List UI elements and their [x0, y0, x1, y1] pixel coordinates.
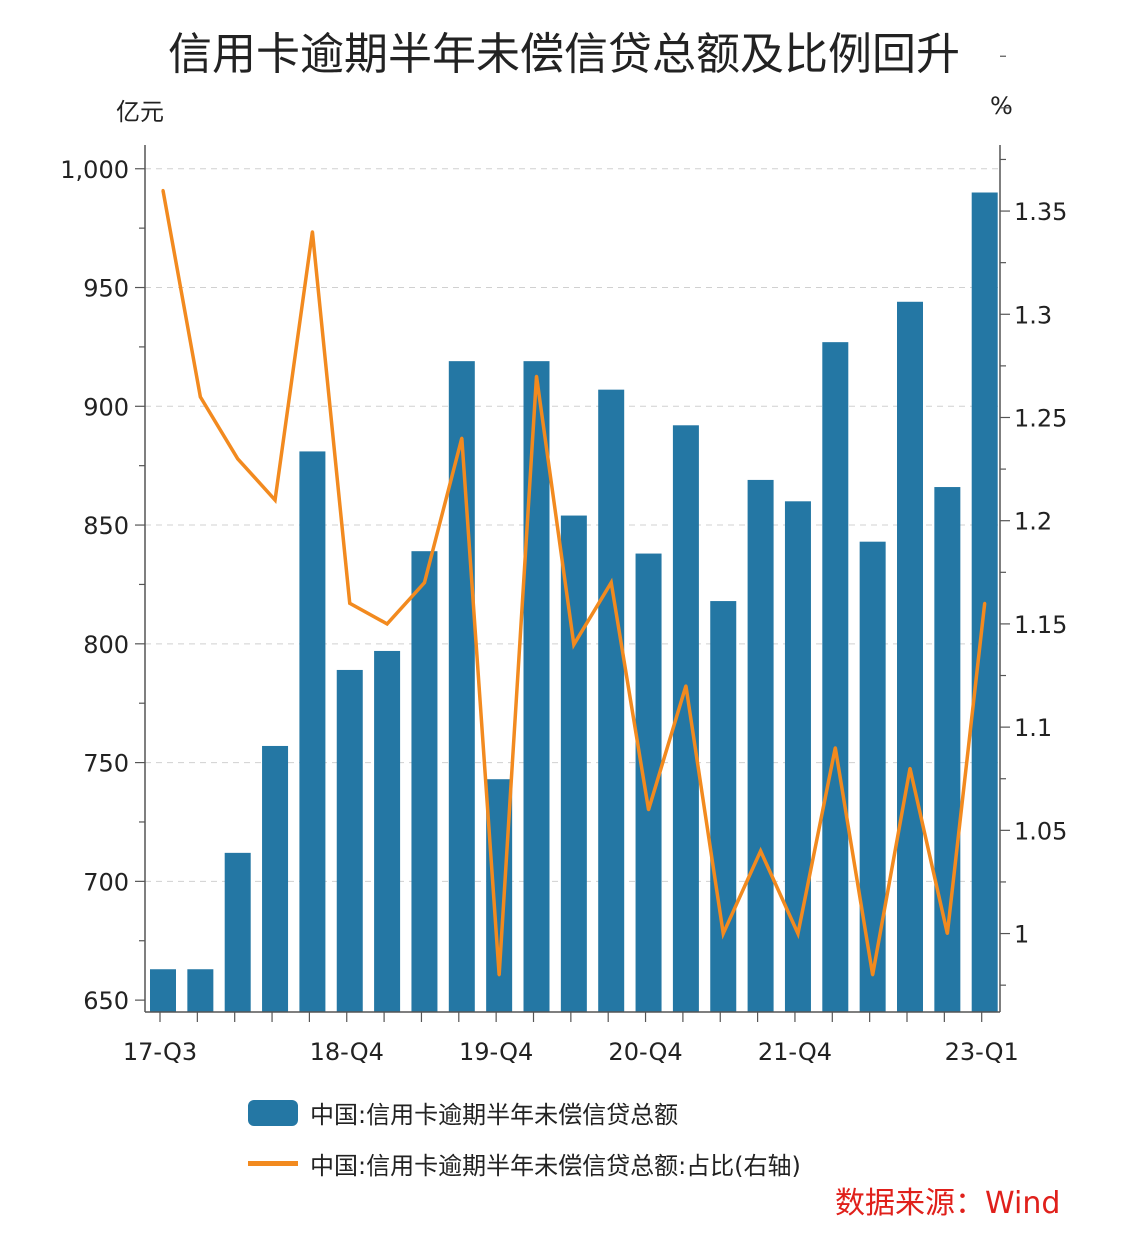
- bar: [150, 969, 176, 1012]
- line-point: [236, 457, 240, 461]
- x-tick-label: 20-Q4: [608, 1038, 682, 1066]
- x-tick-label: 17-Q3: [123, 1038, 197, 1066]
- line-point: [460, 436, 464, 440]
- right-tick-label: 1.05: [1014, 817, 1067, 845]
- line-point: [535, 374, 538, 378]
- legend-bar-swatch: [248, 1099, 298, 1126]
- line-point: [721, 932, 725, 936]
- bar: [374, 650, 401, 1012]
- left-tick-label: 900: [83, 393, 129, 421]
- legend-item-bar: 中国:信用卡逾期半年未偿信贷总额: [248, 1095, 678, 1130]
- source-note: 数据来源：Wind: [835, 1186, 1061, 1221]
- line-point: [609, 581, 613, 585]
- legend-bar-label: 中国:信用卡逾期半年未偿信贷总额: [310, 1101, 679, 1129]
- line-point: [945, 932, 949, 936]
- left-tick-label: 650: [83, 987, 129, 1015]
- line-point: [273, 498, 277, 502]
- line-point: [385, 622, 389, 626]
- left-tick-label: 750: [83, 750, 129, 778]
- bar: [336, 669, 363, 1012]
- line-point: [796, 932, 800, 936]
- left-tick-label: 800: [83, 631, 129, 659]
- bar: [560, 515, 587, 1012]
- right-tick-label: 1: [1014, 921, 1029, 949]
- legend-line-swatch: [248, 1161, 298, 1166]
- bar: [859, 541, 886, 1012]
- line-point: [198, 395, 202, 399]
- line-point: [310, 230, 314, 234]
- legend-line-label: 中国:信用卡逾期半年未偿信贷总额:占比(右轴): [310, 1152, 801, 1180]
- bar: [262, 745, 289, 1012]
- bar: [598, 389, 625, 1012]
- chart-title: 信用卡逾期半年未偿信贷总额及比例回升: [168, 29, 960, 80]
- x-tick-label: 21-Q4: [758, 1038, 832, 1066]
- right-tick-label: 1.35: [1014, 198, 1067, 226]
- bar: [299, 451, 326, 1012]
- bar: [822, 342, 849, 1012]
- x-tick-label: 23-Q1: [945, 1038, 1019, 1066]
- bar: [897, 301, 923, 1013]
- bar: [187, 969, 214, 1012]
- bar: [747, 479, 774, 1012]
- line-point: [572, 643, 576, 647]
- right-tick-label: 1.3: [1014, 301, 1052, 329]
- line-point: [422, 581, 426, 585]
- bar: [523, 361, 550, 1013]
- legend-item-line: 中国:信用卡逾期半年未偿信贷总额:占比(右轴): [248, 1146, 801, 1181]
- x-tick-label: 19-Q4: [459, 1038, 533, 1066]
- left-tick-label: 950: [83, 275, 129, 303]
- right-tick-label: 1.15: [1014, 611, 1067, 639]
- right-axis-unit: %: [990, 92, 1013, 120]
- left-tick-label: 700: [83, 868, 129, 896]
- x-tick-label: 18-Q4: [310, 1038, 384, 1066]
- line-point: [871, 973, 875, 977]
- line-point: [759, 849, 763, 853]
- line-point: [348, 601, 352, 605]
- line-point: [908, 766, 912, 770]
- bar: [411, 551, 438, 1012]
- left-tick-label: 850: [83, 512, 129, 540]
- left-tick-label: 1,000: [60, 156, 129, 184]
- right-tick-label: 1.25: [1014, 404, 1067, 432]
- line-point: [161, 188, 165, 192]
- right-tick-label: 1.1: [1014, 714, 1052, 742]
- line-point: [684, 684, 688, 688]
- line-point: [647, 808, 651, 812]
- left-axis-unit: 亿元: [116, 98, 164, 126]
- line-point: [983, 601, 987, 605]
- line-point: [833, 746, 837, 750]
- bar: [710, 601, 737, 1012]
- right-tick-label: 1.2: [1014, 508, 1052, 536]
- bar: [224, 852, 251, 1012]
- line-point: [497, 973, 501, 977]
